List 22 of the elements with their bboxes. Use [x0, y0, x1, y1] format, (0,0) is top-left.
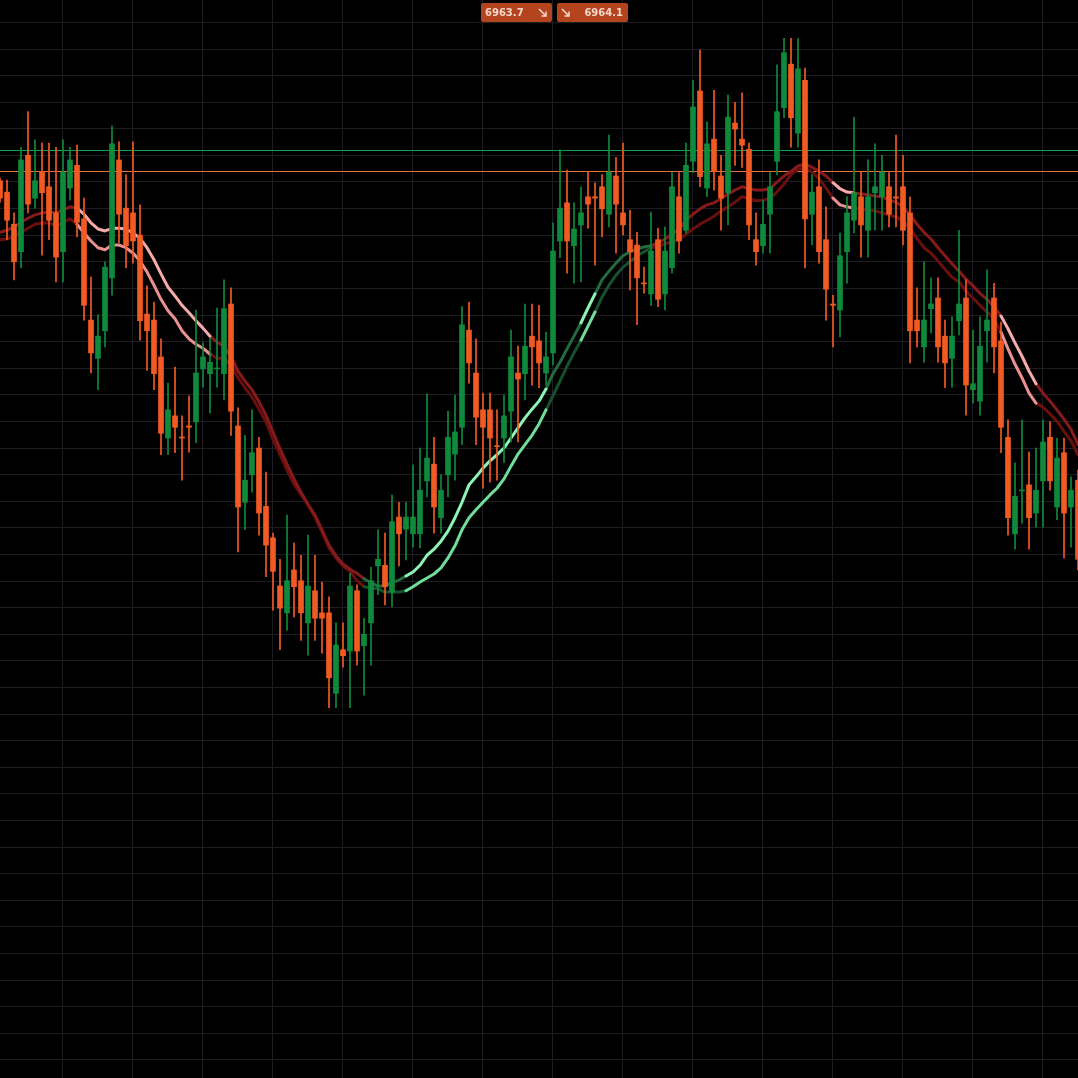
candlestick: [494, 409, 500, 481]
candlestick: [571, 202, 577, 284]
candlestick: [186, 395, 192, 453]
candlestick: [277, 558, 283, 651]
candlestick: [739, 92, 745, 168]
candlestick: [361, 617, 367, 696]
candlestick: [984, 269, 990, 363]
candlestick: [375, 529, 381, 596]
candlestick: [424, 393, 430, 498]
price-badge: 6964.1: [557, 3, 628, 22]
candlestick: [340, 622, 346, 668]
candlestick: [515, 345, 521, 443]
candlestick: [620, 142, 626, 236]
candlestick: [956, 229, 962, 336]
price-badge: 6963.7: [481, 3, 552, 22]
candlestick: [928, 277, 934, 334]
candlestick: [242, 434, 248, 531]
candlestick: [830, 294, 836, 348]
candlestick: [732, 101, 738, 166]
candlestick: [578, 186, 584, 283]
candlestick: [1068, 476, 1074, 548]
candlestick: [172, 366, 178, 454]
